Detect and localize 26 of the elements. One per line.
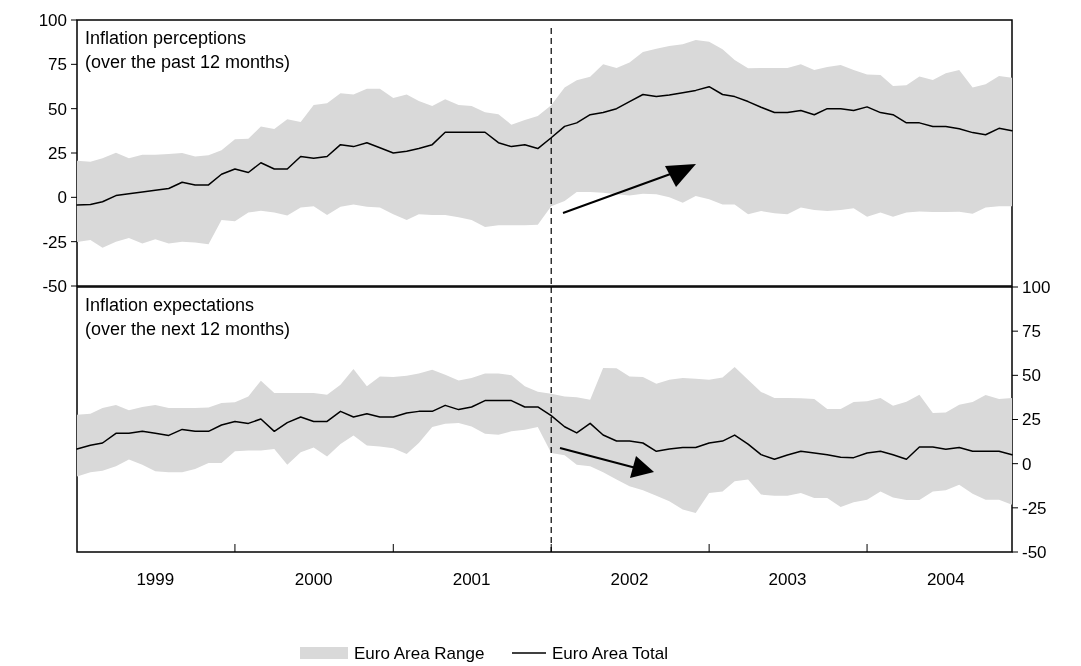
x-tick-label: 2000 — [294, 570, 333, 589]
y-tick-label: 0 — [57, 188, 67, 208]
y2-tick-label: 50 — [1022, 366, 1041, 386]
y2-tick-label: 100 — [1022, 277, 1051, 297]
x-tick-label: 2001 — [452, 570, 491, 589]
x-tick-label: 2002 — [610, 570, 649, 589]
text: Inflation perceptions — [85, 28, 247, 48]
text: (over the next 12 months) — [85, 319, 291, 339]
y2-tick-label: 25 — [1022, 410, 1041, 430]
y-tick-label: 50 — [48, 99, 67, 119]
x-tick-label: 2003 — [768, 570, 807, 589]
text: (over the past 12 months) — [85, 52, 291, 72]
y2-tick-label: -50 — [1022, 542, 1047, 562]
y2-tick-label: -25 — [1022, 498, 1047, 518]
y-tick-label: 25 — [48, 143, 67, 163]
y-tick-label: -25 — [42, 232, 67, 252]
x-tick-label: 2004 — [926, 570, 965, 589]
y2-tick-label: 75 — [1022, 322, 1041, 342]
legend-label: Euro Area Total — [552, 643, 668, 663]
chart-title: Inflation expectations — [85, 295, 255, 315]
y-tick-label: 100 — [38, 10, 67, 30]
y-tick-label: -50 — [42, 276, 67, 296]
y-tick-label: 75 — [48, 55, 67, 75]
x-tick-label: 1999 — [136, 570, 175, 589]
text: Euro Area Range — [354, 643, 485, 663]
y2-tick-label: 0 — [1022, 454, 1032, 474]
